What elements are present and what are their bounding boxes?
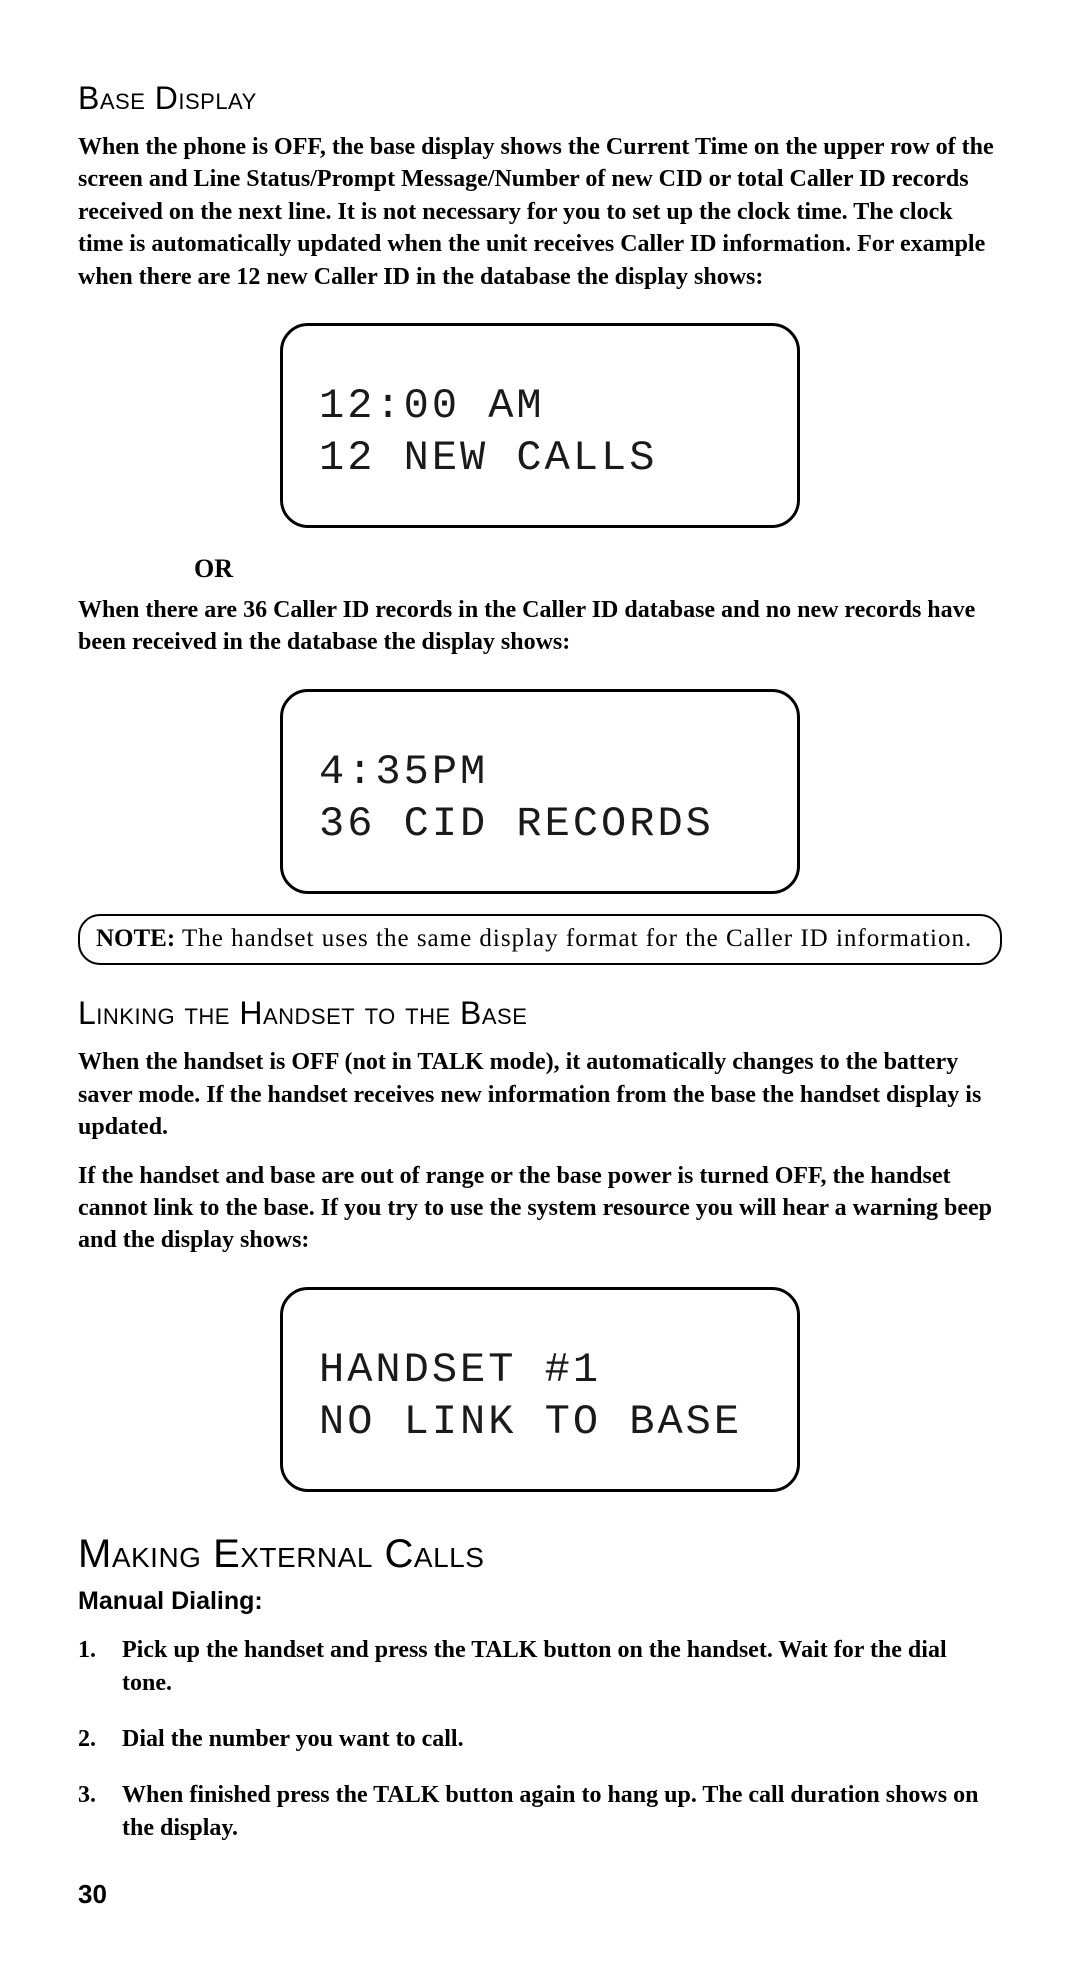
note-label: NOTE: (96, 925, 175, 952)
note-box: NOTE: The handset uses the same display … (78, 914, 1002, 966)
manual-dialing-label: Manual Dialing: (78, 1587, 1002, 1616)
para-linking-2: If the handset and base are out of range… (78, 1160, 1002, 1257)
step-1: Pick up the handset and press the TALK b… (78, 1634, 1002, 1701)
step-3: When finished press the TALK button agai… (78, 1779, 1002, 1846)
lcd3-line2: NO LINK TO BASE (319, 1396, 779, 1449)
lcd-display-3: HANDSET #1 NO LINK TO BASE (280, 1287, 800, 1492)
step-2: Dial the number you want to call. (78, 1723, 1002, 1757)
dialing-steps-list: Pick up the handset and press the TALK b… (78, 1634, 1002, 1846)
heading-base-display: Base Display (78, 80, 1002, 117)
or-label: OR (194, 554, 1002, 584)
lcd2-line2: 36 CID RECORDS (319, 798, 779, 851)
lcd1-line1: 12:00 AM (319, 380, 767, 433)
lcd-display-1: 12:00 AM 12 NEW CALLS (280, 323, 800, 528)
lcd-display-2: 4:35PM 36 CID RECORDS (280, 689, 800, 894)
para-base-display-1: When the phone is OFF, the base display … (78, 131, 1002, 293)
para-linking-1: When the handset is OFF (not in TALK mod… (78, 1046, 1002, 1143)
note-text: The handset uses the same display format… (175, 925, 972, 952)
lcd1-line2: 12 NEW CALLS (319, 432, 767, 485)
lcd3-line1: HANDSET #1 (319, 1344, 779, 1397)
heading-making-calls: Making External Calls (78, 1532, 1002, 1577)
page-number: 30 (78, 1879, 107, 1910)
para-base-display-2: When there are 36 Caller ID records in t… (78, 594, 1002, 659)
lcd2-line1: 4:35PM (319, 746, 779, 799)
heading-linking-handset: Linking the Handset to the Base (78, 995, 1002, 1032)
